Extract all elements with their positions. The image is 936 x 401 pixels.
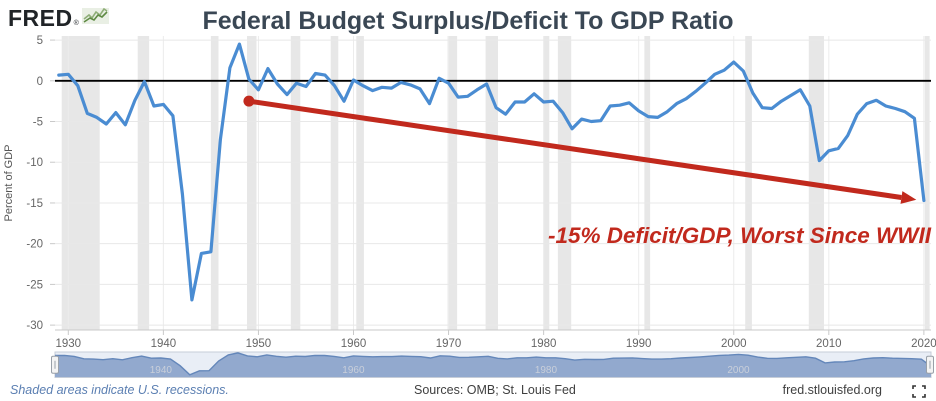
fullscreen-icon[interactable] [912,385,926,398]
svg-text:1940: 1940 [150,365,173,376]
annotation-label: -15% Deficit/GDP, Worst Since WWII [548,223,932,248]
svg-text:-15: -15 [26,198,43,210]
svg-text:1950: 1950 [246,338,272,350]
svg-text:-30: -30 [26,320,43,332]
sources-note: Sources: OMB; St. Louis Fed [414,383,576,397]
page-title: Federal Budget Surplus/Deficit To GDP Ra… [202,7,734,35]
svg-text:2020: 2020 [911,338,936,350]
svg-text:-10: -10 [26,157,43,169]
footer: Shaded areas indicate U.S. recessions. S… [0,382,936,401]
fred-sparkline-icon [81,7,109,24]
svg-text:1940: 1940 [151,338,177,350]
svg-text:1930: 1930 [56,338,82,350]
svg-text:1980: 1980 [535,365,558,376]
svg-text:-20: -20 [26,239,43,251]
fred-url[interactable]: fred.stlouisfed.org [782,383,882,397]
svg-text:1960: 1960 [341,338,367,350]
svg-text:5: 5 [37,35,43,47]
annotation-arrow [243,95,917,204]
fred-logo[interactable]: FRED ® [8,7,109,30]
svg-text:1970: 1970 [436,338,462,350]
fred-logo-text: FRED [8,5,73,31]
budget-chart: 1930 1940 1950 1960 1970 1980 1990 2000 2010 2020… [3,35,936,378]
axes: 1930 1940 1950 1960 1970 1980 1990 2000 2010 2020… [26,35,936,350]
svg-text:0: 0 [37,76,43,88]
svg-text:1960: 1960 [342,365,365,376]
svg-text:2000: 2000 [727,365,750,376]
navigator[interactable]: 1940 1960 1980 2000 [51,351,934,378]
svg-text:-25: -25 [26,279,43,291]
registered-mark: ® [73,20,79,27]
svg-text:1990: 1990 [626,338,652,350]
recession-note: Shaded areas indicate U.S. recessions. [10,383,229,397]
svg-text:1980: 1980 [531,338,557,350]
y-axis-title: Percent of GDP [3,144,15,221]
svg-text:-5: -5 [33,117,43,129]
svg-text:2010: 2010 [816,338,842,350]
svg-text:2000: 2000 [721,338,747,350]
series-line [57,42,926,302]
